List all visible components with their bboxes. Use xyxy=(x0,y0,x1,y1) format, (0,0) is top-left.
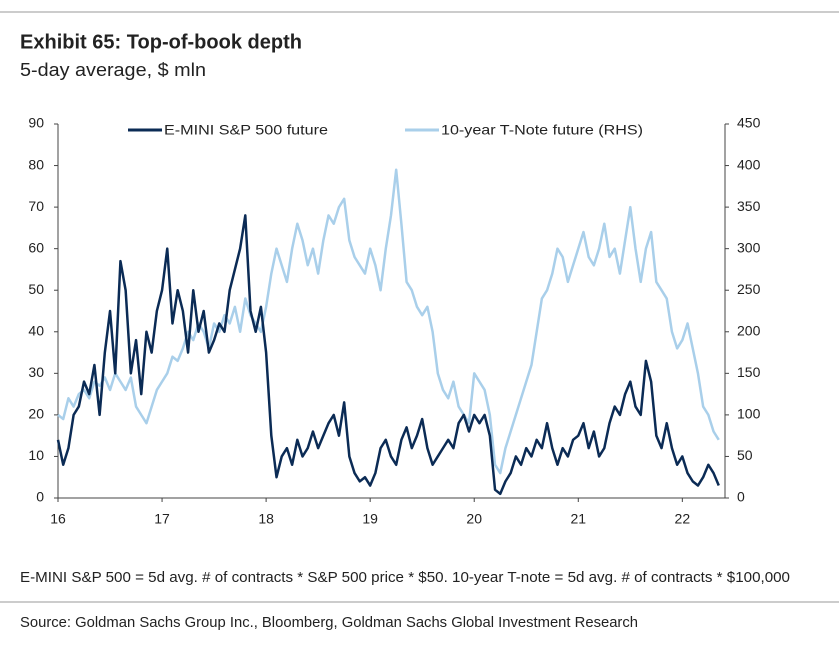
y2-tick-label: 300 xyxy=(737,239,761,255)
chart-title: Exhibit 65: Top-of-book depth xyxy=(20,31,302,53)
y2-tick-label: 50 xyxy=(737,447,753,463)
y-tick-label: 20 xyxy=(28,406,44,422)
y2-tick-label: 200 xyxy=(737,322,761,338)
y-tick-label: 80 xyxy=(28,156,44,172)
x-tick-label: 20 xyxy=(466,511,482,527)
y2-tick-label: 350 xyxy=(737,198,761,214)
x-tick-label: 16 xyxy=(50,511,66,527)
x-tick-label: 21 xyxy=(570,511,586,527)
y-tick-label: 70 xyxy=(28,198,44,214)
x-tick-label: 22 xyxy=(675,511,691,527)
y-tick-label: 30 xyxy=(28,364,44,380)
y-tick-label: 50 xyxy=(28,281,44,297)
y2-tick-label: 250 xyxy=(737,281,761,297)
y-tick-label: 10 xyxy=(28,447,44,463)
source: Source: Goldman Sachs Group Inc., Bloomb… xyxy=(20,614,638,631)
y2-tick-label: 400 xyxy=(737,156,761,172)
y2-tick-label: 100 xyxy=(737,406,761,422)
series-line xyxy=(57,168,720,475)
y2-tick-label: 150 xyxy=(737,364,761,380)
chart-subtitle: 5-day average, $ mln xyxy=(20,60,206,80)
footnote: E-MINI S&P 500 = 5d avg. # of contracts … xyxy=(20,569,790,586)
x-tick-label: 19 xyxy=(362,511,378,527)
y-tick-label: 40 xyxy=(28,322,44,338)
legend-label: E-MINI S&P 500 future xyxy=(164,122,328,138)
y-tick-label: 60 xyxy=(28,239,44,255)
x-tick-label: 17 xyxy=(154,511,170,527)
y-tick-label: 90 xyxy=(28,115,44,131)
series-line xyxy=(56,214,720,496)
y2-tick-label: 450 xyxy=(737,115,761,131)
x-tick-label: 18 xyxy=(258,511,274,527)
y2-tick-label: 0 xyxy=(737,489,745,505)
legend-label: 10-year T-Note future (RHS) xyxy=(441,122,643,138)
y-tick-label: 0 xyxy=(36,489,44,505)
